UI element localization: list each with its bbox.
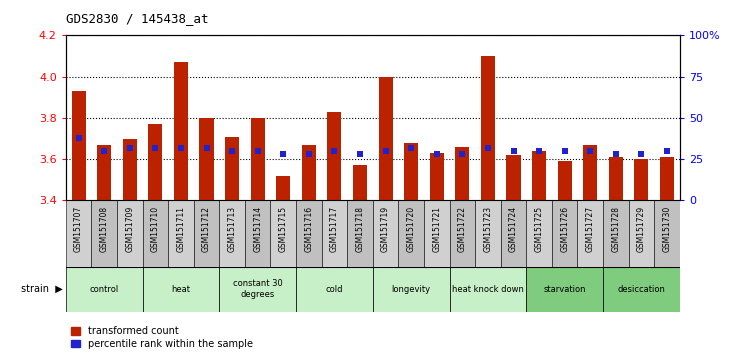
Bar bbox=[66, 267, 143, 312]
Bar bbox=[353, 165, 367, 200]
Text: GSM151716: GSM151716 bbox=[304, 206, 314, 252]
Text: starvation: starvation bbox=[543, 285, 586, 293]
Bar bbox=[583, 145, 597, 200]
Bar bbox=[194, 200, 219, 267]
Bar bbox=[450, 267, 526, 312]
Bar bbox=[117, 200, 143, 267]
Bar bbox=[143, 200, 168, 267]
Text: GSM151729: GSM151729 bbox=[637, 206, 646, 252]
Bar bbox=[532, 151, 546, 200]
Legend: transformed count, percentile rank within the sample: transformed count, percentile rank withi… bbox=[71, 326, 253, 349]
Text: heat: heat bbox=[172, 285, 190, 293]
Bar bbox=[123, 138, 137, 200]
Text: GSM151728: GSM151728 bbox=[611, 206, 621, 252]
Bar bbox=[424, 200, 450, 267]
Text: GSM151713: GSM151713 bbox=[227, 206, 237, 252]
Text: GDS2830 / 145438_at: GDS2830 / 145438_at bbox=[66, 12, 208, 25]
Text: GSM151711: GSM151711 bbox=[176, 206, 186, 252]
Bar bbox=[251, 118, 265, 200]
Text: GSM151723: GSM151723 bbox=[483, 206, 493, 252]
Text: GSM151721: GSM151721 bbox=[432, 206, 442, 252]
Bar bbox=[501, 200, 526, 267]
Bar bbox=[276, 176, 290, 200]
Bar bbox=[219, 267, 296, 312]
Bar bbox=[603, 267, 680, 312]
Text: longevity: longevity bbox=[392, 285, 431, 293]
Text: GSM151727: GSM151727 bbox=[586, 206, 595, 252]
Bar bbox=[72, 91, 86, 200]
Bar bbox=[322, 200, 347, 267]
Bar bbox=[450, 200, 475, 267]
Bar bbox=[219, 200, 245, 267]
Bar bbox=[654, 200, 680, 267]
Bar bbox=[475, 200, 501, 267]
Text: GSM151710: GSM151710 bbox=[151, 206, 160, 252]
Bar bbox=[225, 137, 239, 200]
Text: cold: cold bbox=[326, 285, 343, 293]
Bar bbox=[507, 155, 520, 200]
Text: GSM151714: GSM151714 bbox=[253, 206, 262, 252]
Bar bbox=[270, 200, 296, 267]
Text: GSM151715: GSM151715 bbox=[279, 206, 288, 252]
Bar bbox=[174, 62, 188, 200]
Text: GSM151719: GSM151719 bbox=[381, 206, 390, 252]
Bar bbox=[609, 157, 623, 200]
Bar bbox=[200, 118, 213, 200]
Bar bbox=[168, 200, 194, 267]
Text: GSM151708: GSM151708 bbox=[99, 206, 109, 252]
Text: GSM151726: GSM151726 bbox=[560, 206, 569, 252]
Bar bbox=[97, 145, 111, 200]
Text: GSM151725: GSM151725 bbox=[534, 206, 544, 252]
Text: GSM151712: GSM151712 bbox=[202, 206, 211, 252]
Text: GSM151718: GSM151718 bbox=[355, 206, 365, 252]
Bar bbox=[635, 159, 648, 200]
Bar bbox=[552, 200, 577, 267]
Bar bbox=[148, 124, 162, 200]
Text: control: control bbox=[89, 285, 119, 293]
Bar bbox=[296, 200, 322, 267]
Bar bbox=[373, 267, 450, 312]
Text: desiccation: desiccation bbox=[618, 285, 665, 293]
Bar bbox=[398, 200, 424, 267]
Bar bbox=[603, 200, 629, 267]
Bar bbox=[577, 200, 603, 267]
Text: GSM151720: GSM151720 bbox=[406, 206, 416, 252]
Bar bbox=[347, 200, 373, 267]
Bar bbox=[660, 157, 674, 200]
Bar bbox=[558, 161, 572, 200]
Bar bbox=[629, 200, 654, 267]
Bar bbox=[455, 147, 469, 200]
Bar bbox=[481, 56, 495, 200]
Text: GSM151707: GSM151707 bbox=[74, 206, 83, 252]
Text: GSM151724: GSM151724 bbox=[509, 206, 518, 252]
Bar bbox=[373, 200, 398, 267]
Bar bbox=[526, 200, 552, 267]
Bar bbox=[327, 112, 341, 200]
Text: GSM151730: GSM151730 bbox=[662, 206, 672, 252]
Text: constant 30
degrees: constant 30 degrees bbox=[232, 279, 283, 299]
Text: GSM151709: GSM151709 bbox=[125, 206, 135, 252]
Bar bbox=[296, 267, 373, 312]
Bar bbox=[143, 267, 219, 312]
Bar bbox=[526, 267, 603, 312]
Text: heat knock down: heat knock down bbox=[452, 285, 524, 293]
Bar bbox=[91, 200, 117, 267]
Bar bbox=[404, 143, 418, 200]
Bar bbox=[66, 200, 91, 267]
Bar bbox=[430, 153, 444, 200]
Bar bbox=[245, 200, 270, 267]
Bar bbox=[379, 77, 393, 200]
Text: strain  ▶: strain ▶ bbox=[21, 284, 63, 294]
Text: GSM151722: GSM151722 bbox=[458, 206, 467, 252]
Text: GSM151717: GSM151717 bbox=[330, 206, 339, 252]
Bar bbox=[302, 145, 316, 200]
